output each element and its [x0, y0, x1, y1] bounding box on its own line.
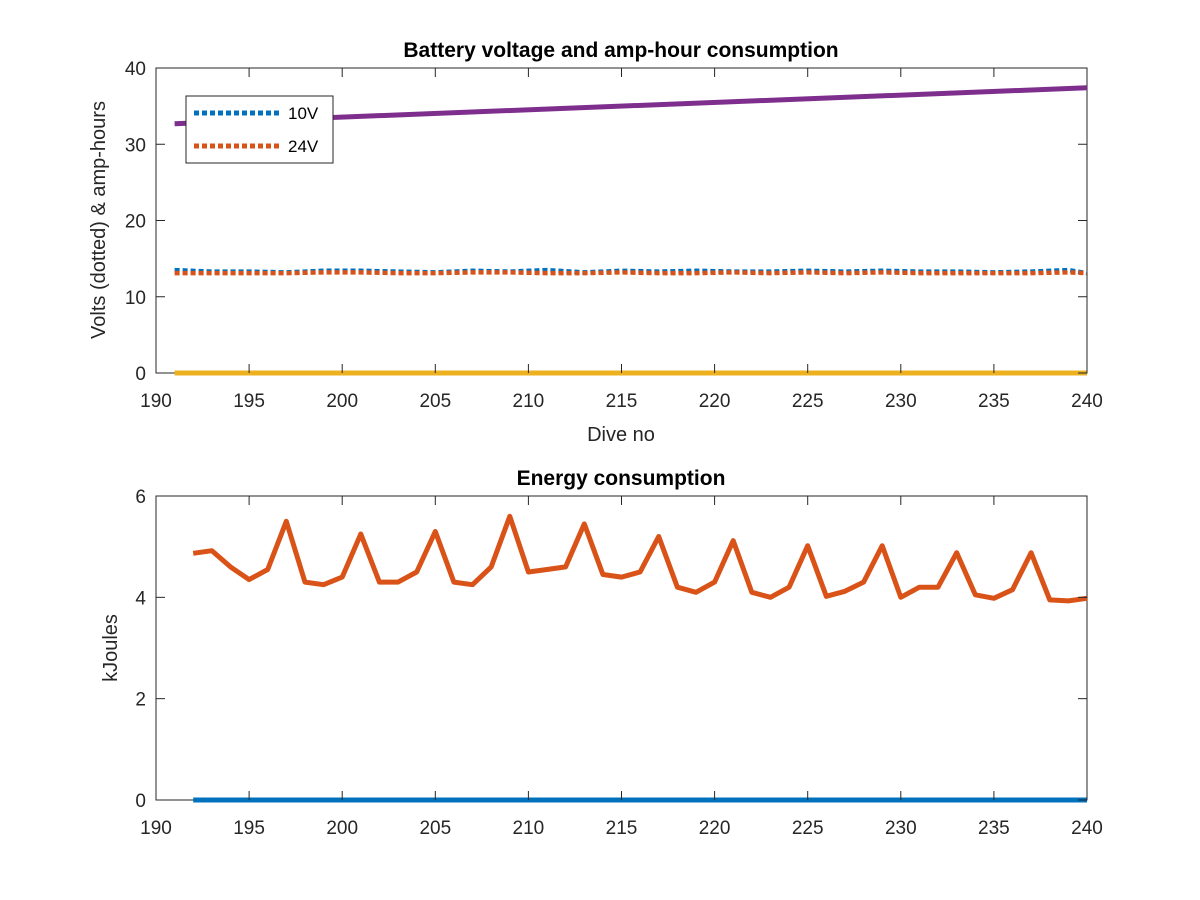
- bottom-chart-y-tick-label: 2: [135, 690, 146, 711]
- legend-box: [185, 95, 334, 164]
- top-chart-y-tick-label: 40: [125, 59, 146, 80]
- bottom-chart-x-tick-label: 230: [885, 818, 917, 839]
- bottom-chart: 190 195 200 205 210 215 220 225 230 235 240 0 2 4 6 En…: [100, 467, 1103, 839]
- top-chart-y-tick-label: 10: [125, 288, 146, 309]
- top-chart-y-axis-label: Volts (dotted) & amp-hours: [88, 101, 110, 339]
- top-chart-x-tick-label: 200: [326, 391, 358, 412]
- top-chart-y-tick-label: 0: [135, 364, 146, 385]
- top-chart-x-tick-label: 235: [978, 391, 1010, 412]
- bottom-chart-y-tick-label: 4: [135, 588, 146, 609]
- bottom-chart-x-tick-label: 190: [140, 818, 172, 839]
- bottom-chart-plot-area: [155, 495, 1088, 801]
- bottom-chart-y-tick-label: 6: [135, 487, 146, 508]
- bottom-chart-y-axis-label: kJoules: [100, 614, 122, 682]
- top-chart-x-axis-label: Dive no: [587, 424, 655, 446]
- top-chart-x-tick-label: 215: [606, 391, 638, 412]
- bottom-chart-x-tick-label: 205: [419, 818, 451, 839]
- top-chart-x-tick-label: 195: [233, 391, 265, 412]
- bottom-chart-x-tick-label: 240: [1071, 818, 1103, 839]
- bottom-chart-x-tick-label: 210: [513, 818, 545, 839]
- legend-label-10v: 10V: [288, 104, 319, 123]
- bottom-chart-x-tick-label: 195: [233, 818, 265, 839]
- top-chart-x-tick-label: 240: [1071, 391, 1103, 412]
- top-chart-x-tick-label: 210: [513, 391, 545, 412]
- legend-label-24v: 24V: [288, 137, 319, 156]
- legend: 10V 24V: [185, 95, 334, 164]
- bottom-chart-x-tick-label: 200: [326, 818, 358, 839]
- top-chart-y-tick-label: 20: [125, 212, 146, 233]
- top-chart-x-tick-label: 230: [885, 391, 917, 412]
- top-chart-ticks: 190 195 200 205 210 215 220 225 230 235 240 0 10 20 30…: [125, 59, 1103, 412]
- bottom-chart-series-0-line: [192, 513, 1088, 604]
- bottom-chart-y-tick-label: 0: [135, 791, 146, 812]
- bottom-chart-title: Energy consumption: [517, 467, 726, 490]
- top-chart-series-1-line: [174, 270, 1088, 276]
- top-chart-x-tick-label: 190: [140, 391, 172, 412]
- top-chart: 190 195 200 205 210 215 220 225 230 235 240 0 10 20 30…: [88, 39, 1103, 446]
- top-chart-title: Battery voltage and amp-hour consumption: [403, 39, 838, 62]
- top-chart-x-tick-label: 205: [419, 391, 451, 412]
- bottom-chart-x-tick-label: 225: [792, 818, 824, 839]
- top-chart-x-tick-label: 220: [699, 391, 731, 412]
- bottom-chart-x-tick-label: 215: [606, 818, 638, 839]
- bottom-chart-x-tick-label: 220: [699, 818, 731, 839]
- bottom-chart-ticks: 190 195 200 205 210 215 220 225 230 235 240 0 2 4 6: [135, 487, 1102, 839]
- top-chart-x-tick-label: 225: [792, 391, 824, 412]
- bottom-chart-x-tick-label: 235: [978, 818, 1010, 839]
- top-chart-y-tick-label: 30: [125, 135, 146, 156]
